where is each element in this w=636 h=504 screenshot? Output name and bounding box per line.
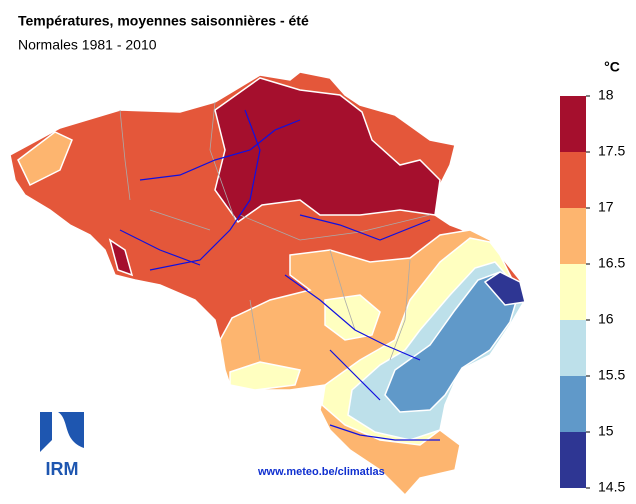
- zone: [229, 361, 301, 391]
- zone: [214, 77, 441, 224]
- legend-tick-label: 15.5: [598, 367, 625, 383]
- legend-band: [560, 320, 586, 376]
- legend-tick-label: 17.5: [598, 143, 625, 159]
- zone: [483, 271, 526, 306]
- title: Températures, moyennes saisonnières - ét…: [18, 13, 309, 29]
- logo-text: IRM: [46, 459, 79, 479]
- legend-tick-label: 16.5: [598, 255, 625, 271]
- url: www.meteo.be/climatlas: [257, 466, 385, 478]
- legend: 18 17.5 17 16.5 16 15.5 15 14.5: [560, 87, 625, 495]
- zone: [17, 131, 73, 187]
- legend-band: [560, 208, 586, 264]
- legend-tick-label: 14.5: [598, 479, 625, 495]
- zone: [108, 238, 134, 277]
- province-border: [119, 101, 431, 361]
- legend-tick-label: 16: [598, 311, 614, 327]
- legend-band: [560, 264, 586, 320]
- river: [119, 109, 440, 441]
- zone: [324, 294, 381, 341]
- legend-band: [560, 152, 586, 208]
- legend-band: [560, 432, 586, 488]
- subtitle: Normales 1981 - 2010: [18, 37, 157, 53]
- legend-tick-label: 15: [598, 423, 614, 439]
- legend-unit: °C: [604, 59, 620, 75]
- legend-tick-label: 18: [598, 87, 614, 103]
- logo: IRM: [40, 412, 84, 479]
- map: [9, 71, 526, 497]
- legend-tick-label: 17: [598, 199, 614, 215]
- zone: [384, 271, 519, 413]
- legend-band: [560, 96, 586, 152]
- legend-band: [560, 376, 586, 432]
